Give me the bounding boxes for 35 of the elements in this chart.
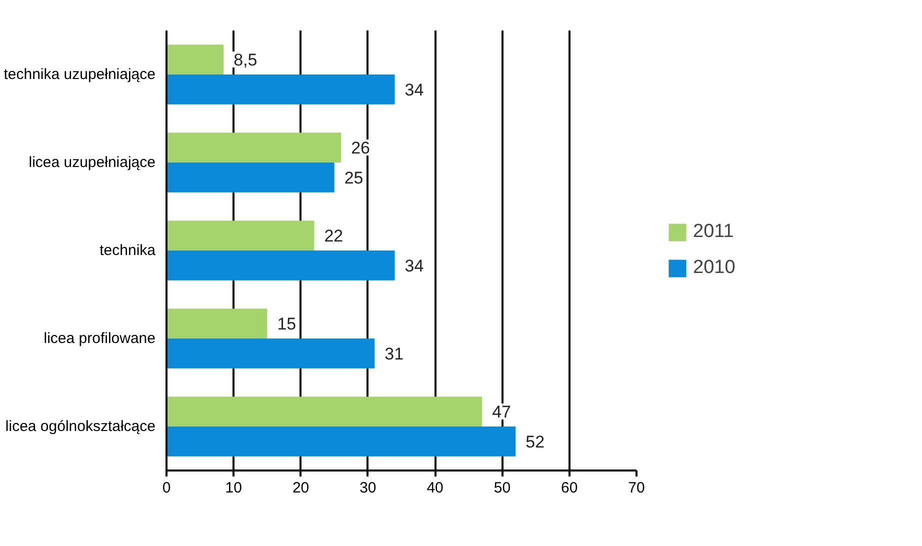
bar [166,338,375,368]
bar [166,44,224,74]
y-tick-label: technika uzupełniające [4,66,156,83]
bar [166,132,342,162]
data-label: 22 [324,226,344,246]
data-label: 8,5 [234,50,258,70]
y-tick-label: technika [100,242,156,259]
x-tick-label: 60 [561,480,578,496]
bar [166,220,314,250]
x-tick-label: 20 [292,480,310,496]
bar [166,308,268,338]
bar [166,162,334,192]
data-label: 26 [351,138,370,158]
bar [166,426,516,456]
bar [166,396,482,426]
data-label: 31 [384,344,404,364]
y-tick-label: licea uzupełniające [28,154,156,171]
data-label: 25 [344,168,364,188]
bar [166,250,395,280]
bar [166,74,395,104]
legend-label: 2011 [693,221,734,243]
x-tick-label: 40 [426,480,444,496]
x-tick-label: 10 [225,480,242,496]
x-tick-label: 0 [162,480,171,496]
data-label: 52 [526,432,545,452]
y-tick-label: licea profilowane [44,330,156,347]
legend-label: 2010 [693,257,736,279]
x-tick-label: 30 [360,480,376,496]
y-tick-label: licea ogólnokształcące [5,418,156,435]
x-tick-label: 70 [628,480,645,496]
data-label: 47 [492,402,511,422]
data-label: 34 [404,80,424,100]
data-label: 34 [404,256,424,276]
data-label: 15 [277,314,296,334]
x-tick-label: 50 [494,480,511,496]
